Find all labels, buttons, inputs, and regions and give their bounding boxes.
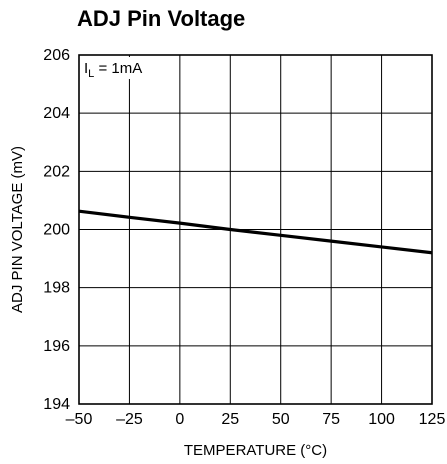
x-axis-label: TEMPERATURE (°C): [184, 442, 327, 459]
y-tick-label: 200: [43, 222, 70, 239]
x-tick-label: 25: [221, 411, 239, 428]
x-tick-label: 50: [272, 411, 290, 428]
x-tick-label: 125: [419, 411, 446, 428]
annotation-suffix: = 1mA: [94, 60, 142, 77]
x-tick-label: 100: [368, 411, 395, 428]
annotation-text: IL = 1mA: [84, 60, 142, 80]
annotation-background: [80, 57, 163, 79]
y-tick-label: 204: [43, 105, 70, 122]
series: [78, 209, 433, 255]
annotation-subscript: L: [88, 68, 94, 80]
grid: [78, 54, 433, 405]
y-axis-label: ADJ PIN VOLTAGE (mV): [9, 146, 26, 313]
y-tick-label: 206: [43, 47, 70, 64]
y-tick-labels: 194 196 198 200 202 204 206: [43, 47, 70, 413]
x-tick-label: 75: [322, 411, 340, 428]
y-tick-label: 202: [43, 163, 70, 180]
x-tick-labels: –50 –25 0 25 50 75 100 125: [66, 411, 446, 428]
chart-title: ADJ Pin Voltage: [77, 6, 245, 31]
load-current-annotation: IL = 1mA: [80, 57, 163, 80]
x-tick-label: 0: [175, 411, 184, 428]
series-line: [78, 209, 433, 255]
y-tick-label: 194: [43, 396, 70, 413]
x-tick-label: –50: [66, 411, 93, 428]
x-tick-label: –25: [116, 411, 143, 428]
plot-frame: [78, 54, 433, 405]
y-tick-label: 196: [43, 338, 70, 355]
y-tick-label: 198: [43, 280, 70, 297]
annotation-main: I: [84, 60, 88, 77]
